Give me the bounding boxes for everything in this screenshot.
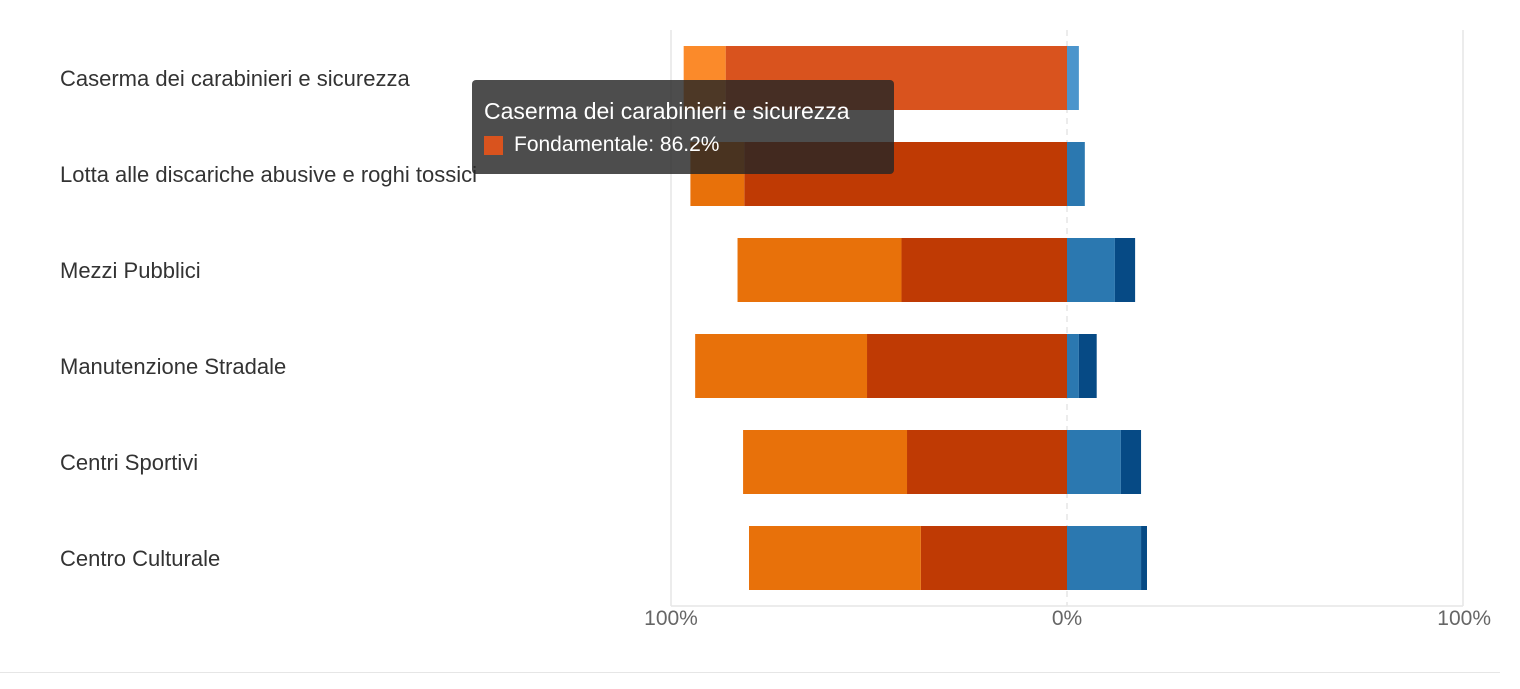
- bar-mezzi-pubblici-s2[interactable]: [1067, 238, 1115, 302]
- bar-mezzi-pubblici-s1[interactable]: [737, 238, 902, 302]
- x-axis-ticks: 100% 0% 100%: [644, 607, 1491, 630]
- category-label: Centri Sportivi: [60, 450, 198, 475]
- tooltip-row: Fondamentale: 86.2%: [484, 133, 882, 157]
- bar-manutenzione-stradale-s2[interactable]: [1067, 334, 1079, 398]
- tooltip-title: Caserma dei carabinieri e sicurezza: [484, 98, 850, 124]
- category-label: Caserma dei carabinieri e sicurezza: [60, 66, 410, 91]
- bar-centri-sportivi-s2[interactable]: [1067, 430, 1121, 494]
- x-tick-label: 100%: [1437, 607, 1491, 630]
- bar-manutenzione-stradale-s1[interactable]: [695, 334, 868, 398]
- bar-manutenzione-stradale-s0[interactable]: [867, 334, 1067, 398]
- category-labels: Caserma dei carabinieri e sicurezza Lotta…: [60, 66, 477, 571]
- bar-layer: [683, 46, 1147, 590]
- x-tick-label: 100%: [644, 607, 698, 630]
- bar-centro-culturale-s3[interactable]: [1141, 526, 1147, 590]
- tooltip: Caserma dei carabinieri e sicurezza Fond…: [472, 80, 894, 174]
- bar-centri-sportivi-s0[interactable]: [907, 430, 1067, 494]
- bar-mezzi-pubblici-s3[interactable]: [1114, 238, 1136, 302]
- category-label: Lotta alle discariche abusive e roghi to…: [60, 162, 477, 187]
- x-tick-label: 0%: [1052, 607, 1082, 630]
- bar-mezzi-pubblici-s0[interactable]: [901, 238, 1067, 302]
- bar-lotta-alle-discariche-abusive-e-roghi-tossici-s2[interactable]: [1067, 142, 1085, 206]
- category-label: Mezzi Pubblici: [60, 258, 201, 283]
- footer-divider: [0, 672, 1500, 673]
- tooltip-value-text: Fondamentale: 86.2%: [514, 133, 720, 156]
- bar-manutenzione-stradale-s3[interactable]: [1078, 334, 1097, 398]
- bar-centri-sportivi-s1[interactable]: [743, 430, 908, 494]
- bar-centro-culturale-s0[interactable]: [920, 526, 1067, 590]
- bar-centro-culturale-s2[interactable]: [1067, 526, 1142, 590]
- bar-centri-sportivi-s3[interactable]: [1120, 430, 1142, 494]
- category-label: Manutenzione Stradale: [60, 354, 286, 379]
- bar-centro-culturale-s1[interactable]: [749, 526, 921, 590]
- category-label: Centro Culturale: [60, 546, 220, 571]
- bar-caserma-dei-carabinieri-e-sicurezza-s2[interactable]: [1067, 46, 1079, 110]
- tooltip-series-swatch: [484, 135, 503, 155]
